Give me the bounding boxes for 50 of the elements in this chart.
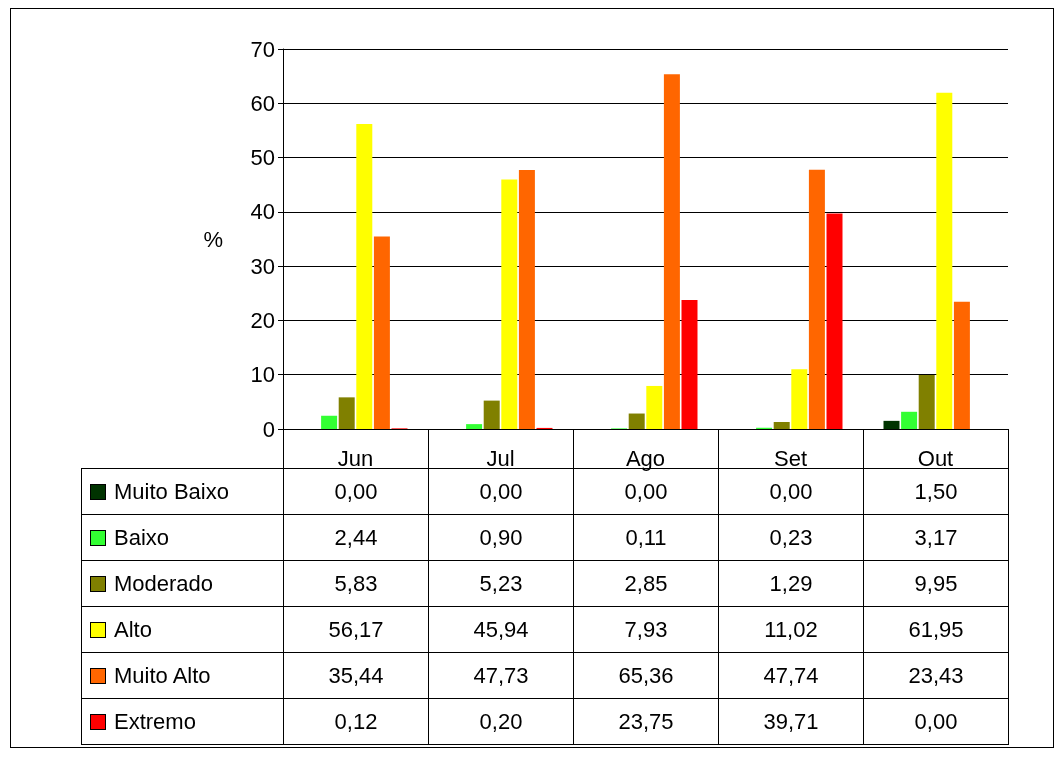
data-label: 47,73 (428, 652, 574, 699)
data-label: 0,23 (718, 514, 864, 561)
y-tick-label: 40 (250, 199, 275, 225)
y-tick-label: 50 (250, 145, 275, 171)
x-tick-label: Jun (337, 445, 374, 471)
x-tick-label: Ago (625, 445, 666, 471)
data-label: 11,02 (718, 606, 864, 653)
y-tick-label: 0 (262, 416, 275, 442)
data-label: 0,11 (573, 514, 719, 561)
legend-label: Muito Alto (114, 663, 211, 689)
data-label: 0,00 (624, 478, 668, 504)
data-label: 2,44 (283, 514, 429, 561)
data-label: 61,95 (863, 606, 1009, 653)
legend-label: Alto (114, 617, 152, 643)
y-tick-label: 70 (250, 36, 275, 62)
data-label: 1,50 (914, 478, 958, 504)
legend-label: Extremo (114, 709, 196, 735)
data-label: 0,00 (334, 478, 378, 504)
x-tick-label: Set (773, 445, 808, 471)
x-tick-label: Jul (486, 445, 515, 471)
data-label: 0,20 (428, 698, 574, 745)
data-label: 35,44 (283, 652, 429, 699)
data-label: 56,17 (283, 606, 429, 653)
data-label: 2,85 (573, 560, 719, 607)
data-label: 0,00 (479, 478, 523, 504)
data-label: 5,83 (283, 560, 429, 607)
data-label: 47,74 (718, 652, 864, 699)
data-label: 1,29 (718, 560, 864, 607)
legend-label: Baixo (114, 525, 170, 551)
data-label: 0,12 (283, 698, 429, 745)
legend-label: Moderado (114, 571, 214, 597)
data-label: 0,00 (863, 698, 1009, 745)
y-tick-label: 20 (250, 307, 275, 333)
data-label: 9,95 (863, 560, 1009, 607)
x-tick-label: Out (917, 445, 954, 471)
data-label: 23,75 (573, 698, 719, 745)
y-tick-label: 30 (250, 253, 275, 279)
data-label: 65,36 (573, 652, 719, 699)
data-label: 0,90 (428, 514, 574, 561)
legend-label: Muito Baixo (114, 479, 229, 505)
data-label: 45,94 (428, 606, 574, 653)
data-label: 0,00 (769, 478, 813, 504)
y-axis-title: % (203, 226, 223, 252)
data-label: 3,17 (863, 514, 1009, 561)
y-tick-label: 10 (250, 362, 275, 388)
data-label: 39,71 (718, 698, 864, 745)
data-label: 7,93 (573, 606, 719, 653)
y-tick-label: 60 (250, 90, 275, 116)
data-label: 23,43 (863, 652, 1009, 699)
data-label: 5,23 (428, 560, 574, 607)
